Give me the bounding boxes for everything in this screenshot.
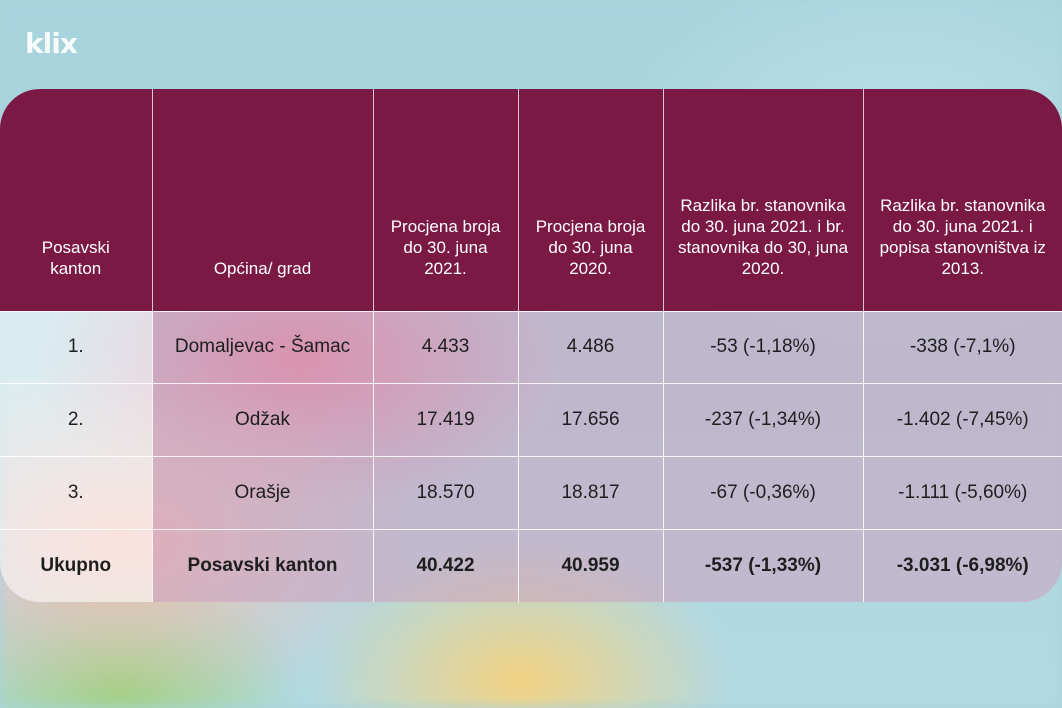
diff-2021-2020-cell: -237 (-1,34%) (663, 383, 864, 457)
header-municipality: Općina/ grad (152, 89, 374, 311)
table-row: 2. Odžak 17.419 17.656 -237 (-1,34%) -1.… (0, 383, 1062, 457)
municipality-cell: Orašje (152, 456, 374, 530)
population-table-container: Posavski kanton Općina/ grad Procjena br… (0, 89, 1062, 602)
estimate-2020-cell: 17.656 (518, 383, 664, 457)
diff-2021-2013-cell: -1.111 (-5,60%) (863, 456, 1062, 530)
estimate-2021-cell: 4.433 (373, 310, 519, 384)
klix-logo: klix (25, 27, 78, 60)
municipality-cell: Odžak (152, 383, 374, 457)
diff-2021-2013-cell: -1.402 (-7,45%) (863, 383, 1062, 457)
estimate-2020-cell: 4.486 (518, 310, 664, 384)
table-row: 1. Domaljevac - Šamac 4.433 4.486 -53 (-… (0, 310, 1062, 384)
total-estimate-2021: 40.422 (373, 528, 519, 602)
diff-2021-2020-cell: -53 (-1,18%) (663, 310, 864, 384)
row-number: 1. (0, 310, 153, 384)
header-estimate-2021: Procjena broja do 30. juna 2021. (373, 89, 519, 311)
total-estimate-2020: 40.959 (518, 528, 664, 602)
total-label: Ukupno (0, 528, 153, 602)
row-number: 2. (0, 383, 153, 457)
municipality-cell: Domaljevac - Šamac (152, 310, 374, 384)
table-header-row: Posavski kanton Općina/ grad Procjena br… (0, 89, 1062, 311)
estimate-2021-cell: 18.570 (373, 456, 519, 530)
header-canton: Posavski kanton (0, 89, 153, 311)
total-canton-name: Posavski kanton (152, 528, 374, 602)
table-row: 3. Orašje 18.570 18.817 -67 (-0,36%) -1.… (0, 456, 1062, 530)
estimate-2020-cell: 18.817 (518, 456, 664, 530)
diff-2021-2020-cell: -67 (-0,36%) (663, 456, 864, 530)
row-number: 3. (0, 456, 153, 530)
header-estimate-2020: Procjena broja do 30. juna 2020. (518, 89, 664, 311)
total-diff-2021-2020: -537 (-1,33%) (663, 528, 864, 602)
header-diff-2021-2020: Razlika br. stanovnika do 30. juna 2021.… (663, 89, 864, 311)
estimate-2021-cell: 17.419 (373, 383, 519, 457)
diff-2021-2013-cell: -338 (-7,1%) (863, 310, 1062, 384)
header-diff-2021-2013: Razlika br. stanovnika do 30. juna 2021.… (863, 89, 1062, 311)
table-total-row: Ukupno Posavski kanton 40.422 40.959 -53… (0, 528, 1062, 602)
total-diff-2021-2013: -3.031 (-6,98%) (863, 528, 1062, 602)
population-table: Posavski kanton Općina/ grad Procjena br… (0, 89, 1062, 602)
